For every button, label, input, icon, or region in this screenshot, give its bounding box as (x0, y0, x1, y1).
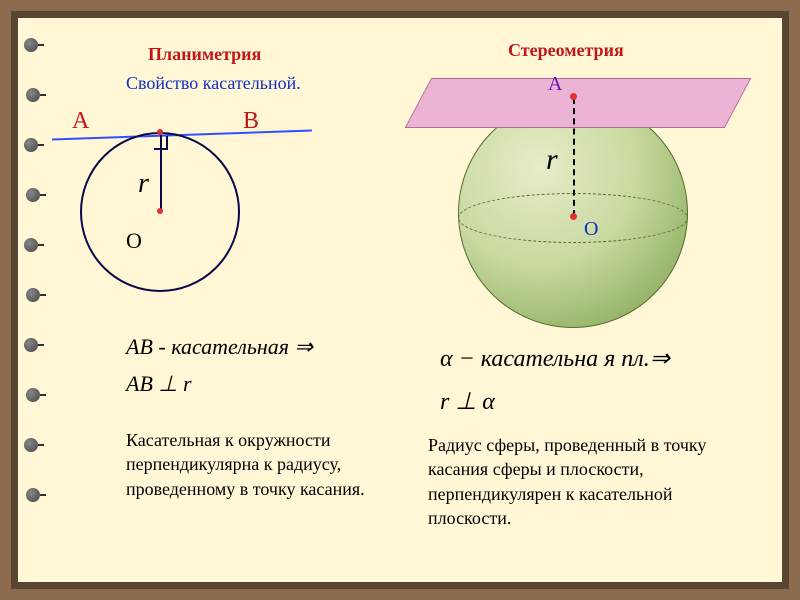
note-2d: Касательная к окружности перпендикулярна… (126, 428, 426, 501)
formula-2d-line2: АВ ⊥ r (126, 365, 313, 402)
radius-2d (160, 135, 162, 212)
formula-3d: α − касательна я пл.⇒ r ⊥ α (440, 338, 670, 424)
formula-2d-line1: АВ - касательная ⇒ (126, 328, 313, 365)
frame-outer: Планиметрия Стереометрия Свойство касате… (0, 0, 800, 600)
formula-3d-line2: r ⊥ α (440, 381, 670, 424)
thumbtack-icon (24, 438, 38, 452)
title-stereometry: Стереометрия (508, 40, 624, 61)
frame-inner: Планиметрия Стереометрия Свойство касате… (11, 11, 789, 589)
label-o-2d: О (126, 228, 142, 254)
label-o-3d: О (584, 218, 598, 241)
tangent-point-3d (570, 93, 577, 100)
tangent-point-dot (157, 129, 163, 135)
label-r-2d: r (138, 168, 149, 200)
note-3d: Радиус сферы, проведенный в точку касани… (428, 433, 758, 530)
title-planimetry: Планиметрия (148, 44, 261, 65)
label-point-a-2d: А (72, 108, 89, 135)
center-dot-2d (157, 208, 163, 214)
thumbtack-icon (26, 88, 40, 102)
center-dot-3d (570, 213, 577, 220)
thumbtack-icon (26, 288, 40, 302)
label-r-3d: r (546, 143, 558, 177)
subtitle-tangent-property: Свойство касательной. (126, 73, 301, 94)
label-point-a-3d: А (548, 73, 562, 96)
formula-2d: АВ - касательная ⇒ АВ ⊥ r (126, 328, 313, 403)
thumbtack-icon (24, 238, 38, 252)
thumbtack-icon (24, 338, 38, 352)
thumbtack-icon (24, 138, 38, 152)
radius-3d (573, 98, 575, 216)
tangent-plane (405, 78, 752, 128)
thumbtack-icon (26, 388, 40, 402)
thumbtack-icon (26, 488, 40, 502)
thumbtack-icon (26, 188, 40, 202)
thumbtack-icon (24, 38, 38, 52)
slide-canvas: Планиметрия Стереометрия Свойство касате… (18, 18, 782, 582)
formula-3d-line1: α − касательна я пл.⇒ (440, 338, 670, 381)
